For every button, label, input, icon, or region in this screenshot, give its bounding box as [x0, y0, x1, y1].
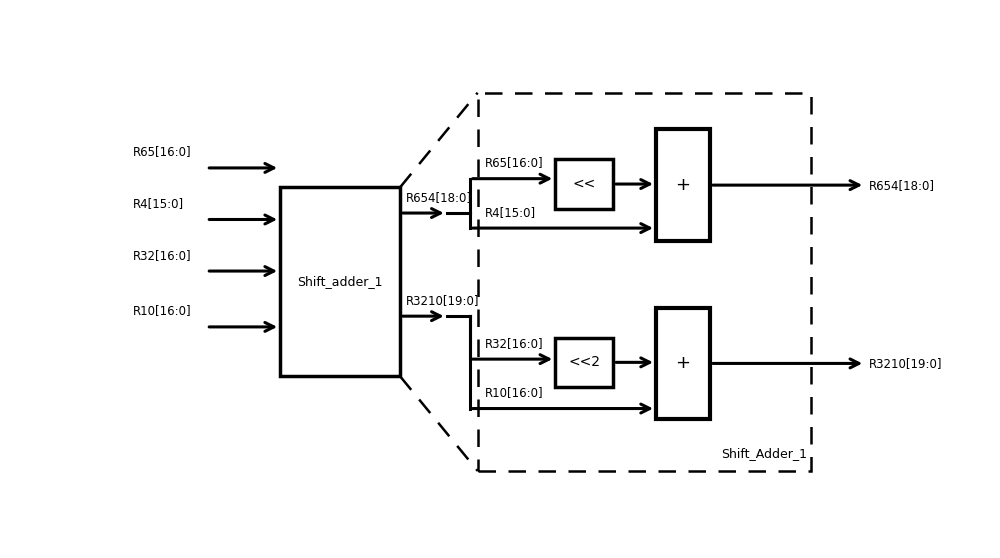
Text: R3210[19:0]: R3210[19:0] — [869, 357, 942, 370]
Text: <<: << — [573, 177, 596, 191]
Bar — [555, 160, 613, 209]
Text: R65[16:0]: R65[16:0] — [133, 146, 191, 158]
Text: Shift_Adder_1: Shift_Adder_1 — [721, 447, 807, 460]
Text: R65[16:0]: R65[16:0] — [485, 156, 544, 169]
Text: R654[18:0]: R654[18:0] — [869, 179, 935, 191]
Text: R32[16:0]: R32[16:0] — [133, 249, 191, 262]
Bar — [478, 93, 811, 471]
Text: R10[16:0]: R10[16:0] — [485, 386, 544, 399]
Text: <<2: <<2 — [568, 355, 600, 369]
Bar — [280, 187, 400, 376]
Text: R10[16:0]: R10[16:0] — [133, 305, 191, 318]
Bar — [656, 129, 710, 241]
Text: Shift_adder_1: Shift_adder_1 — [297, 275, 383, 288]
Text: R3210[19:0]: R3210[19:0] — [406, 294, 480, 307]
Text: R654[18:0]: R654[18:0] — [406, 191, 472, 204]
Text: R32[16:0]: R32[16:0] — [485, 336, 544, 350]
Text: +: + — [676, 354, 691, 372]
Bar — [656, 307, 710, 419]
Bar — [555, 338, 613, 387]
Text: R4[15:0]: R4[15:0] — [133, 197, 184, 210]
Text: R4[15:0]: R4[15:0] — [485, 206, 536, 219]
Text: +: + — [676, 176, 691, 194]
